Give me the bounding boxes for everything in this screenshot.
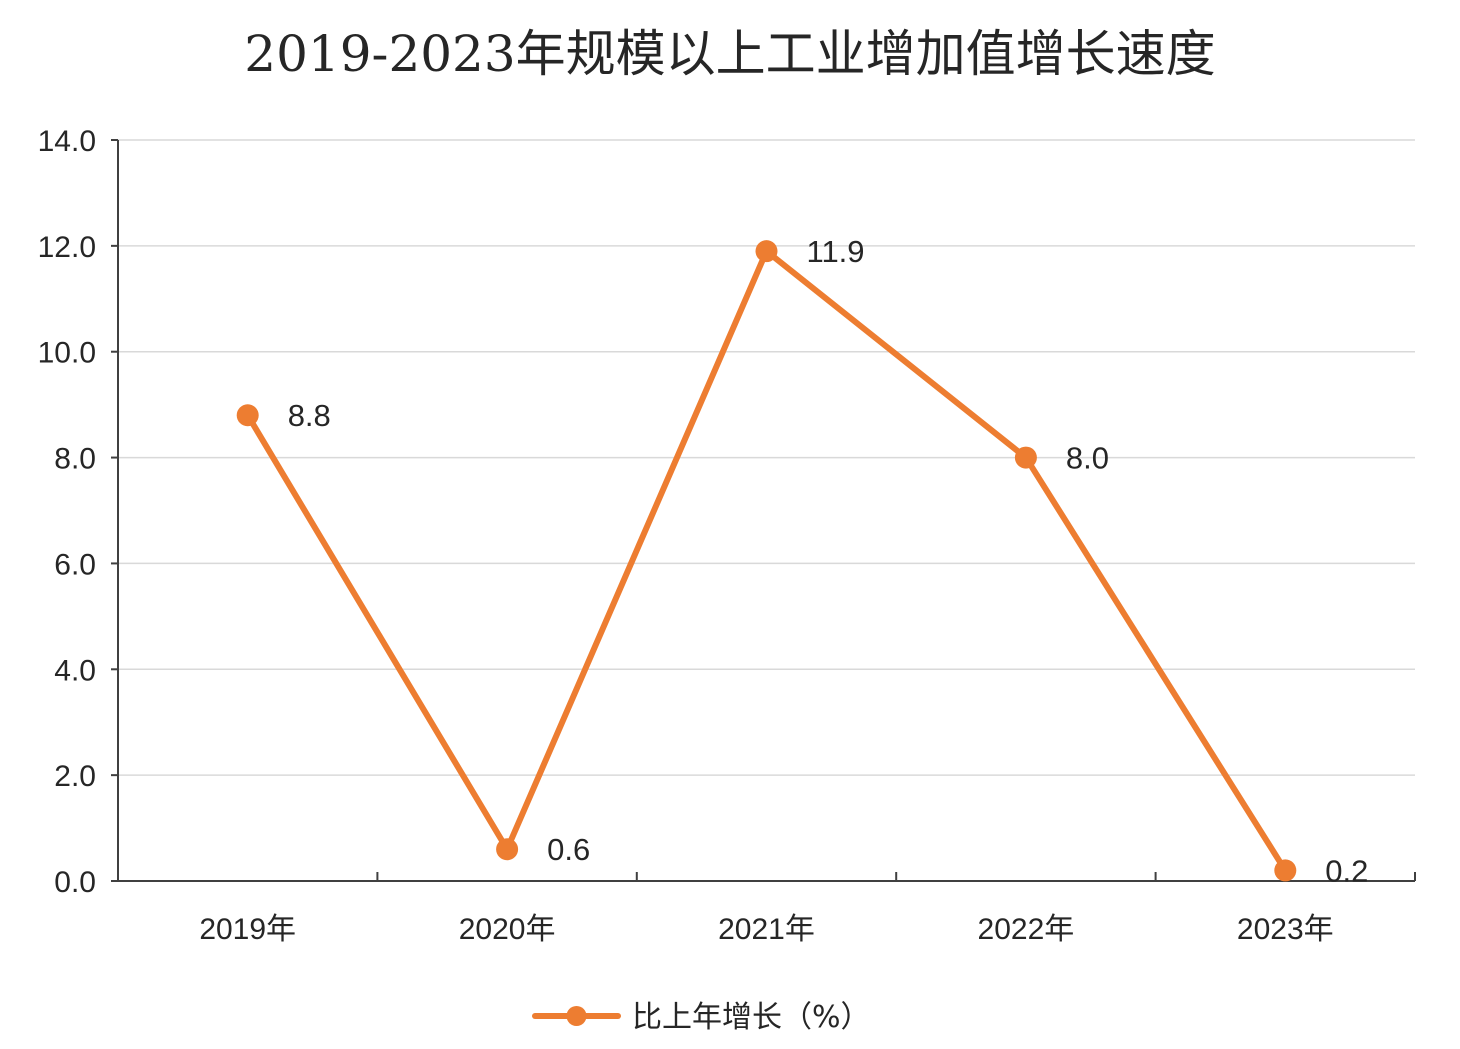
data-point	[1014, 446, 1037, 469]
y-tick-label: 0.0	[54, 866, 96, 899]
axes	[117, 140, 1415, 882]
y-tick-label: 8.0	[54, 443, 96, 476]
x-tick-label: 2021年	[718, 913, 815, 946]
y-tick-label: 12.0	[38, 231, 96, 264]
series-line	[244, 248, 1289, 874]
y-axis-ticks: 0.0 2.0 4.0 6.0 8.0 10.0 12.0 14.0	[38, 125, 118, 899]
data-label: 8.8	[288, 398, 331, 433]
legend-label: 比上年增长（%）	[632, 1000, 871, 1035]
data-labels: 8.8 0.6 11.9 8.0 0.2	[288, 234, 1369, 888]
x-tick-label: 2022年	[978, 913, 1075, 946]
data-label: 8.0	[1066, 441, 1109, 476]
data-point	[1274, 859, 1297, 882]
legend-marker	[566, 1006, 587, 1026]
chart-title: 2019-2023年规模以上工业增加值增长速度	[244, 25, 1216, 83]
data-label: 11.9	[807, 234, 865, 269]
x-tick-label: 2019年	[199, 913, 296, 946]
legend: 比上年增长（%）	[532, 1000, 871, 1035]
y-tick-label: 6.0	[54, 548, 96, 581]
x-axis-ticks: 2019年 2020年 2021年 2022年 2023年	[117, 872, 1416, 946]
x-tick-label: 2020年	[459, 913, 556, 946]
y-tick-label: 2.0	[54, 760, 96, 793]
data-point	[236, 404, 259, 427]
series-group	[236, 240, 1297, 882]
y-tick-label: 10.0	[38, 337, 96, 370]
data-point	[496, 838, 519, 861]
data-point	[755, 240, 778, 263]
y-tick-label: 14.0	[38, 125, 96, 158]
x-tick-label: 2023年	[1237, 913, 1334, 946]
data-label: 0.2	[1325, 853, 1368, 888]
data-label: 0.6	[547, 832, 590, 867]
gridlines	[118, 139, 1415, 776]
y-tick-label: 4.0	[54, 654, 96, 687]
